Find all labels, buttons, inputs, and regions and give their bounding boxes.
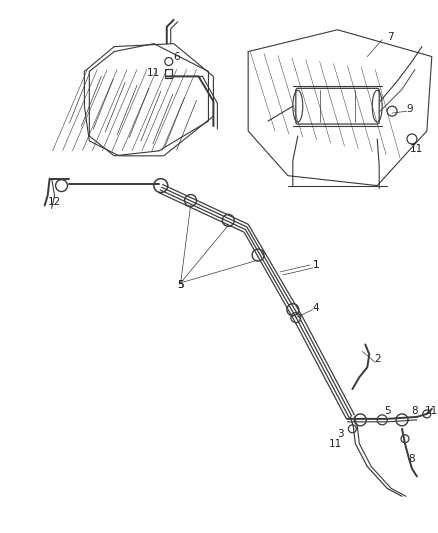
Text: 2: 2 — [374, 354, 381, 365]
Text: 12: 12 — [48, 197, 61, 207]
Text: 9: 9 — [406, 104, 413, 114]
Text: 5: 5 — [177, 280, 184, 290]
Text: 3: 3 — [337, 429, 344, 439]
Text: 5: 5 — [384, 406, 390, 416]
Text: 11: 11 — [410, 144, 424, 154]
Text: 5: 5 — [177, 280, 184, 290]
Text: 8: 8 — [412, 406, 418, 416]
Text: 11: 11 — [329, 439, 342, 449]
Text: 7: 7 — [387, 31, 393, 42]
Text: 1: 1 — [312, 260, 319, 270]
Bar — [165, 69, 172, 78]
Text: 1: 1 — [312, 260, 319, 270]
Text: 6: 6 — [173, 52, 180, 61]
Text: 8: 8 — [409, 454, 415, 464]
Text: 11: 11 — [147, 68, 160, 78]
Text: 4: 4 — [312, 303, 319, 313]
Text: 11: 11 — [425, 406, 438, 416]
